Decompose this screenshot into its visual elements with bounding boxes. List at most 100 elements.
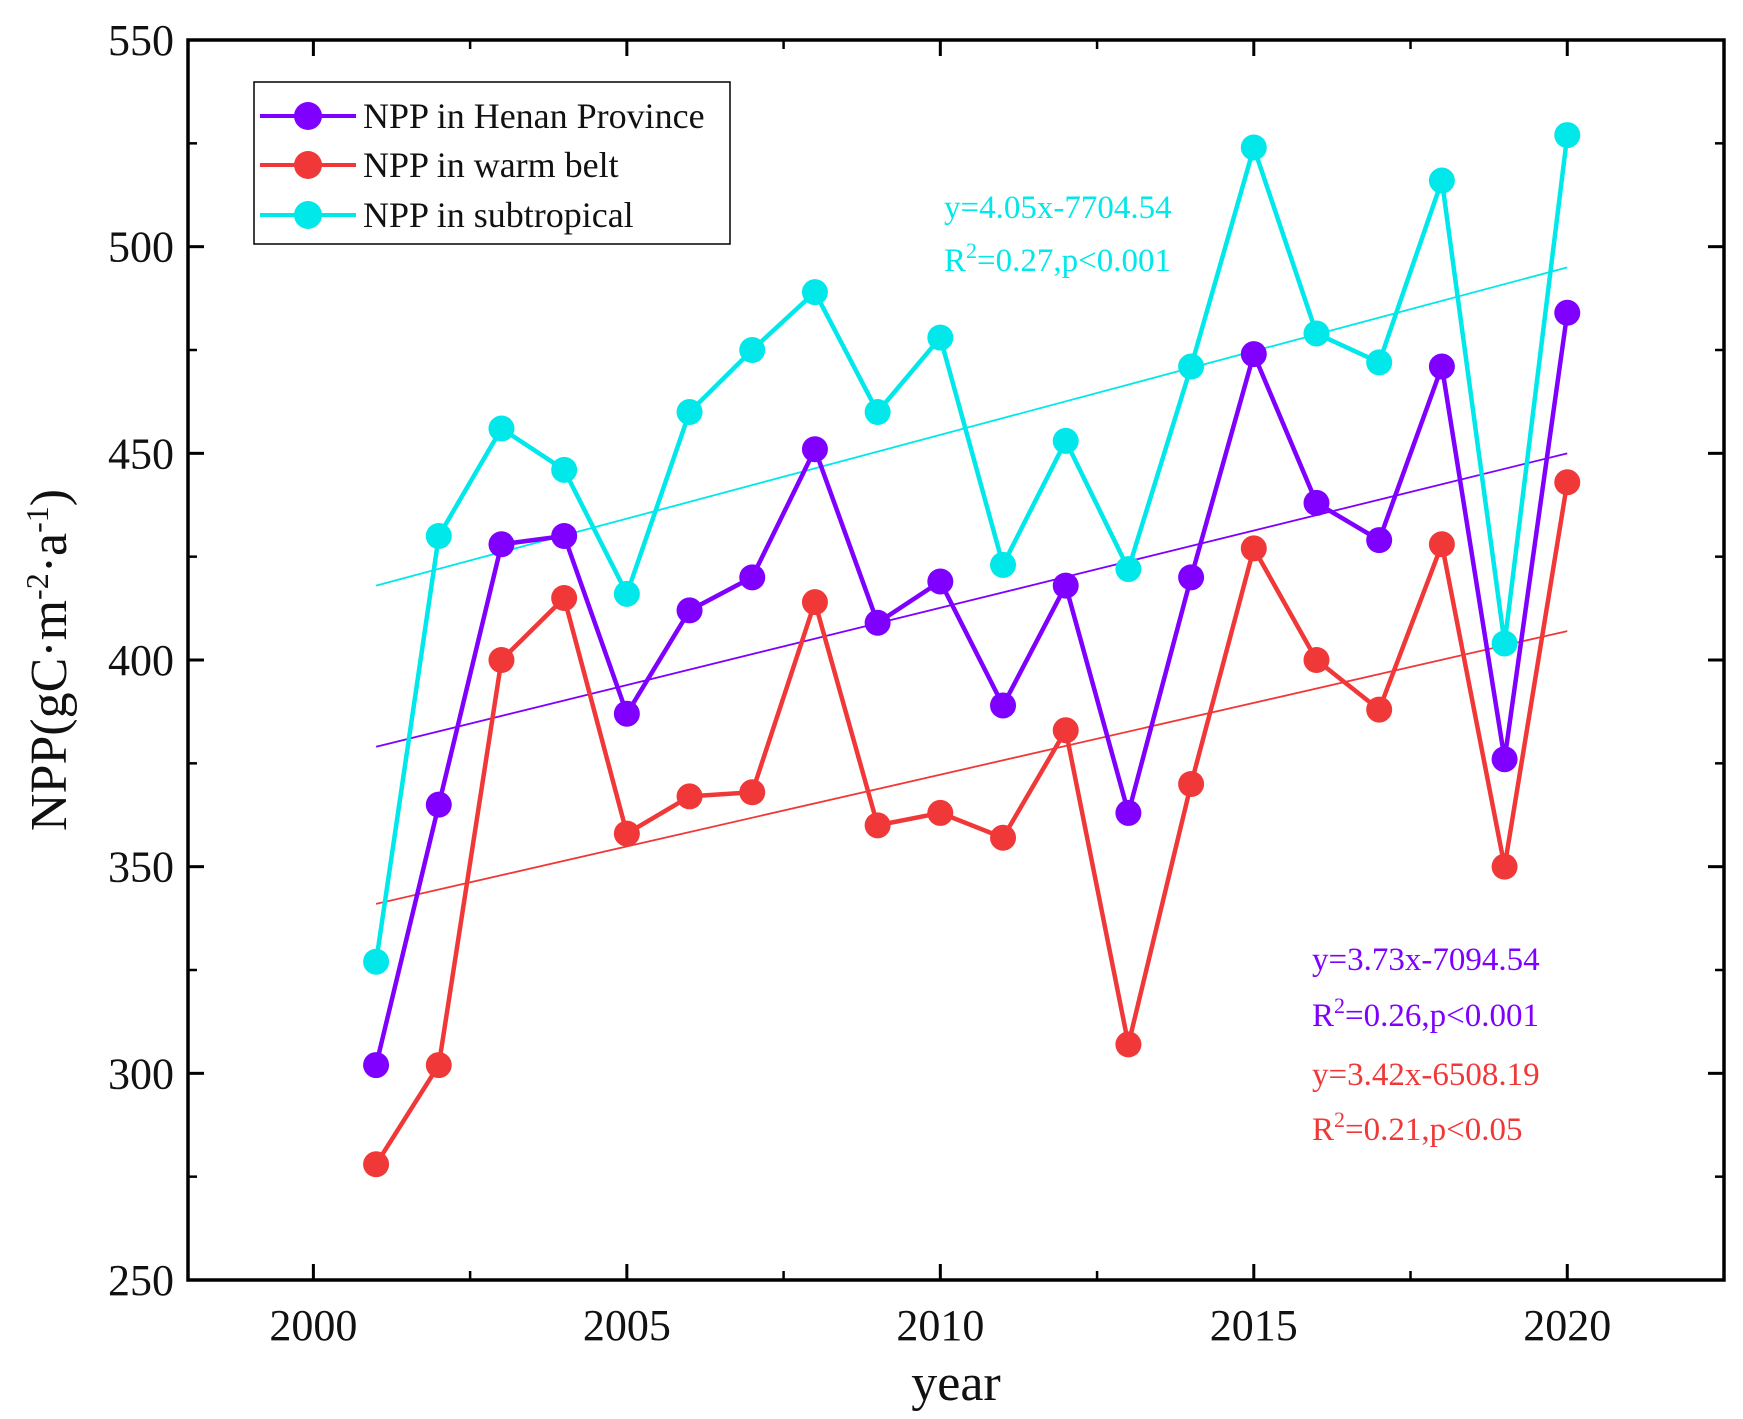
data-point	[363, 1151, 390, 1178]
data-point	[1303, 320, 1330, 347]
annotation-cyan-equation: y=4.05x-7704.54	[944, 190, 1172, 226]
legend-marker-subtropical	[294, 201, 322, 229]
legend-item-warm-belt: NPP in warm belt	[260, 145, 619, 185]
data-point	[1554, 122, 1581, 149]
data-point	[1554, 299, 1581, 326]
data-point	[927, 324, 954, 351]
y-tick-label: 500	[108, 223, 174, 272]
series-1	[363, 469, 1581, 1178]
data-point	[1052, 427, 1079, 454]
y-tick-label: 250	[108, 1256, 174, 1305]
annotation-purple-r2: R2=0.26,p<0.001	[1312, 993, 1539, 1034]
data-point	[801, 279, 828, 306]
annotation-purple-rest: =0.26,p<0.001	[1345, 998, 1539, 1034]
data-point	[864, 399, 891, 425]
y-tick-label: 300	[108, 1049, 174, 1098]
annotation-red-sup: 2	[1334, 1107, 1345, 1132]
data-point	[801, 436, 828, 463]
y-axis-title-main: NPP(gC·m	[21, 600, 78, 831]
y-tick-label: 350	[108, 843, 174, 892]
y-tick-label: 450	[108, 429, 174, 478]
data-point	[1178, 353, 1205, 380]
data-point	[1240, 134, 1267, 161]
regression-annotations: y=4.05x-7704.54 R2=0.27,p<0.001 y=3.73x-…	[944, 190, 1540, 1148]
data-point	[676, 597, 703, 624]
data-point	[864, 812, 891, 839]
data-point	[864, 609, 891, 636]
series-line-1	[374, 481, 1570, 1166]
data-point	[1052, 717, 1079, 744]
data-point	[1428, 531, 1455, 558]
data-point	[1491, 853, 1518, 880]
x-tick-label: 2015	[1210, 1301, 1298, 1350]
legend-marker-warm-belt	[294, 151, 322, 179]
data-point	[551, 456, 578, 483]
annotation-red-equation: y=3.42x-6508.19	[1312, 1057, 1540, 1093]
legend-label-warm-belt: NPP in warm belt	[363, 145, 619, 185]
data-point	[363, 1052, 390, 1079]
data-point	[551, 523, 578, 549]
data-point	[613, 580, 640, 607]
data-point	[990, 692, 1017, 719]
data-point	[488, 531, 515, 558]
y-axis-title-mid: ·a	[21, 533, 78, 573]
axis-ticks: 250 300 350 400 450 500 550 2000 2005 2010 2015 202…	[108, 16, 1724, 1350]
annotation-purple-r: R	[1312, 998, 1334, 1034]
y-axis-title-sup1: -2	[19, 573, 55, 600]
annotation-purple-equation: y=3.73x-7094.54	[1312, 942, 1540, 978]
data-point	[1115, 799, 1142, 826]
series-2	[363, 122, 1581, 975]
data-point	[927, 568, 954, 595]
annotation-cyan-r2: R2=0.27,p<0.001	[944, 238, 1171, 279]
data-point	[676, 399, 703, 425]
data-point	[1052, 572, 1079, 599]
y-tick-label: 400	[108, 636, 174, 685]
legend-marker-henan	[294, 102, 322, 130]
legend: NPP in Henan Province NPP in warm belt N…	[253, 81, 731, 245]
data-point	[1115, 556, 1142, 583]
x-tick-label: 2000	[269, 1301, 357, 1350]
data-point	[1366, 696, 1393, 723]
data-point	[739, 564, 766, 591]
x-axis-title: year	[911, 1355, 1000, 1412]
data-point	[990, 551, 1017, 578]
x-tick-label: 2005	[583, 1301, 671, 1350]
legend-item-henan: NPP in Henan Province	[260, 96, 705, 136]
data-point	[1366, 349, 1393, 376]
data-point	[1240, 341, 1267, 368]
data-point	[1428, 167, 1455, 194]
annotation-cyan-sup: 2	[966, 238, 977, 263]
data-point	[990, 824, 1017, 851]
series-0	[363, 299, 1581, 1079]
annotation-cyan-r: R	[944, 243, 966, 279]
annotation-red-r: R	[1312, 1112, 1334, 1148]
annotation-red-r2: R2=0.21,p<0.05	[1312, 1107, 1523, 1148]
trend-line-1	[375, 630, 1568, 905]
y-axis-title-end: )	[21, 489, 78, 506]
data-point	[1240, 535, 1267, 562]
x-tick-label: 2010	[896, 1301, 984, 1350]
data-point	[363, 948, 390, 975]
data-point	[488, 415, 515, 442]
legend-label-subtropical: NPP in subtropical	[363, 195, 634, 235]
y-axis-title-sup2: -1	[19, 506, 55, 533]
data-point	[1178, 771, 1205, 797]
legend-label-henan: NPP in Henan Province	[363, 96, 705, 136]
data-point	[1303, 647, 1330, 673]
data-point	[1554, 469, 1581, 496]
data-point	[1303, 489, 1330, 516]
data-point	[739, 337, 766, 363]
data-point	[927, 799, 954, 826]
annotation-red-rest: =0.21,p<0.05	[1345, 1112, 1522, 1148]
data-point	[1366, 527, 1393, 554]
data-point	[613, 820, 640, 847]
data-point	[425, 1052, 452, 1079]
data-point	[1491, 630, 1518, 657]
data-point	[425, 791, 452, 818]
legend-item-subtropical: NPP in subtropical	[260, 195, 634, 235]
data-point	[676, 783, 703, 810]
x-tick-label: 2020	[1523, 1301, 1611, 1350]
trend-line-0	[375, 452, 1568, 748]
data-point	[801, 589, 828, 616]
data-point	[1115, 1031, 1142, 1058]
